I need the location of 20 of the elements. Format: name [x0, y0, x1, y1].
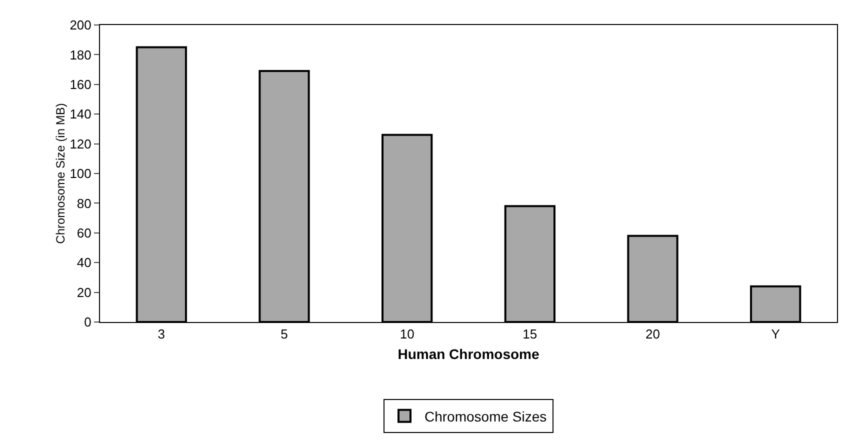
x-tick-label: 3: [158, 326, 166, 342]
y-tick-label: 60: [76, 225, 92, 240]
legend-label: Chromosome Sizes: [424, 408, 547, 424]
x-axis-title: Human Chromosome: [398, 346, 540, 362]
y-tick-label: 80: [76, 196, 92, 211]
y-tick-label: 140: [70, 106, 92, 122]
x-tick-label: Y: [771, 326, 780, 342]
y-tick-label: 0: [84, 314, 92, 330]
x-tick-label: 15: [522, 326, 538, 342]
y-tick-label: 20: [76, 284, 92, 300]
y-tick-label: 160: [70, 76, 92, 92]
x-tick-label: 5: [280, 326, 288, 342]
x-tick-label: 20: [646, 326, 660, 342]
y-tick-label: 180: [70, 47, 92, 62]
y-tick-label: 100: [70, 166, 92, 182]
y-tick-label: 200: [70, 18, 92, 33]
x-tick-label: 10: [400, 326, 414, 342]
y-tick-label: 120: [70, 136, 92, 152]
y-tick-label: 40: [76, 255, 92, 270]
y-axis-title: Chromosome Size (in MB): [54, 103, 68, 244]
